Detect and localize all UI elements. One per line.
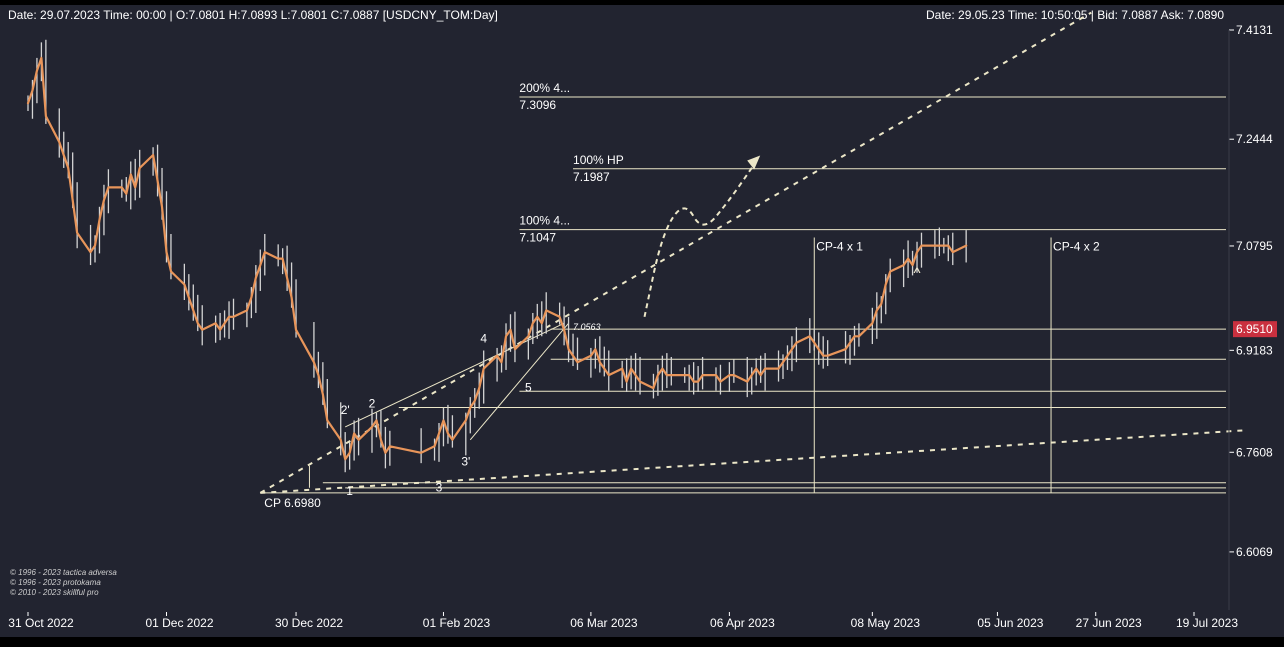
projection-arrowhead — [747, 155, 761, 170]
y-tick-label: 7.4131 — [1236, 23, 1273, 37]
cp-line-label: CP-4 x 1 — [816, 240, 863, 254]
header-left-info: Date: 29.07.2023 Time: 00:00 | O:7.0801 … — [8, 8, 498, 22]
level-label: 100% 4... — [519, 214, 570, 228]
cp-line-label: CP-4 x 2 — [1053, 240, 1100, 254]
wave-channel-line — [344, 322, 565, 428]
copyright-line: © 2010 - 2023 skillful pro — [10, 588, 99, 597]
copyright-line: © 1996 - 2023 tactica adversa — [10, 568, 117, 577]
y-tick-label: 6.7608 — [1236, 445, 1273, 459]
guide-lines — [260, 96, 1226, 494]
x-tick-label: 05 Jun 2023 — [977, 616, 1043, 630]
y-tick-label: 6.9183 — [1236, 343, 1273, 357]
wave-label: 3 — [436, 481, 443, 495]
current-price-badge — [1233, 321, 1277, 338]
level-label: 100% HP — [573, 153, 624, 167]
x-tick-label: 06 Mar 2023 — [570, 616, 638, 630]
current-price-label: 6.9510 — [1236, 322, 1273, 336]
wave-channel-line — [469, 322, 569, 441]
price-series — [26, 56, 968, 461]
wave-label: 2' — [341, 403, 350, 417]
level-label: CP 6.6980 — [264, 496, 321, 510]
wave-label: ^ — [913, 265, 920, 282]
x-tick-label: 31 Oct 2022 — [8, 616, 74, 630]
x-tick-label: 06 Apr 2023 — [710, 616, 775, 630]
x-tick-label: 27 Jun 2023 — [1076, 616, 1142, 630]
y-axis: 7.4131 7.2444 7.0795 6.9183 6.7608 6.6069 6.95… — [1228, 23, 1277, 610]
level-value-label: 7.1987 — [573, 170, 610, 184]
plot-background — [0, 5, 1284, 637]
x-tick-label: 01 Dec 2022 — [145, 616, 213, 630]
y-tick-label: 7.2444 — [1236, 132, 1273, 146]
trendlines — [259, 11, 1248, 494]
price-line — [26, 56, 968, 461]
x-tick-label: 01 Feb 2023 — [423, 616, 491, 630]
level-value-label: 7.3096 — [519, 98, 556, 112]
copyright-line: © 1996 - 2023 protokama — [10, 578, 101, 587]
y-tick-label: 7.0795 — [1236, 239, 1273, 253]
wave-label: 4 — [480, 332, 487, 346]
wave-label: 5 — [525, 380, 532, 394]
x-axis: 31 Oct 2022 01 Dec 2022 30 Dec 2022 01 Feb … — [8, 612, 1238, 630]
wave-label: 1 — [346, 484, 353, 498]
annotation-label: 7.0563 — [573, 322, 601, 332]
copyright-block: © 1996 - 2023 tactica adversa © 1996 - 2… — [10, 568, 117, 597]
level-label: 200% 4... — [519, 81, 570, 95]
x-tick-label: 30 Dec 2022 — [275, 616, 343, 630]
wave-label: 3' — [461, 455, 470, 469]
chart-labels: 200% 4... 7.3096 100% HP 7.1987 100% 4... 7.1… — [264, 81, 1100, 510]
level-value-label: 7.1047 — [519, 231, 556, 245]
x-tick-label: 19 Jul 2023 — [1176, 616, 1238, 630]
header-right-info: Date: 29.05.23 Time: 10:50:05 | Bid: 7.0… — [926, 8, 1224, 22]
wave-label: 2 — [369, 396, 376, 410]
y-tick-label: 6.6069 — [1236, 545, 1273, 559]
x-tick-label: 08 May 2023 — [851, 616, 921, 630]
